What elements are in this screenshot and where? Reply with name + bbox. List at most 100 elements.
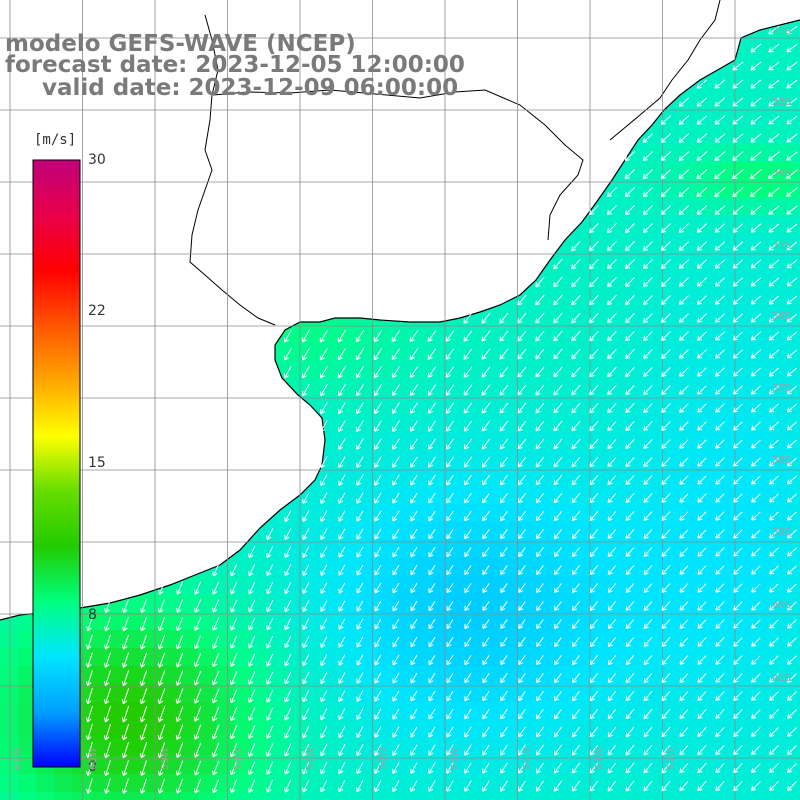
wind-arrow	[374, 726, 382, 738]
wind-cell	[162, 720, 181, 739]
wind-arrow	[571, 762, 581, 774]
wind-cell	[108, 738, 127, 757]
wind-arrow	[428, 474, 436, 486]
wind-cell	[612, 630, 631, 649]
wind-arrow	[356, 672, 364, 684]
wind-arrow	[697, 780, 707, 792]
wind-cell	[324, 720, 343, 739]
wind-cell	[684, 792, 703, 800]
wind-arrow	[500, 690, 508, 702]
wind-arrow	[786, 349, 798, 359]
wind-cell	[270, 792, 289, 800]
wind-arrow	[301, 347, 310, 361]
wind-arrow	[283, 329, 292, 343]
wind-cell	[432, 342, 451, 361]
wind-arrow	[499, 438, 509, 450]
wind-arrow	[175, 760, 184, 776]
wind-arrow	[464, 762, 472, 774]
wind-cell	[450, 702, 469, 721]
wind-cell	[36, 774, 55, 793]
wind-cell	[90, 792, 109, 800]
lon-label: 55W	[450, 747, 461, 770]
wind-arrow	[428, 546, 436, 558]
wind-arrow	[193, 652, 202, 668]
wind-arrow	[625, 367, 635, 378]
wind-arrow	[715, 637, 725, 647]
wind-arrow	[697, 691, 707, 702]
wind-cell	[126, 792, 145, 800]
wind-arrow	[535, 402, 545, 414]
wind-arrow	[175, 688, 184, 704]
wind-cell	[396, 414, 415, 433]
wind-arrow	[715, 673, 725, 683]
wind-arrow	[481, 366, 491, 378]
wind-arrow	[696, 205, 708, 215]
wind-arrow	[446, 654, 454, 666]
wind-cell	[612, 702, 631, 721]
wind-arrow	[660, 115, 672, 125]
wind-arrow	[284, 618, 292, 631]
wind-arrow	[786, 79, 798, 89]
wind-arrow	[553, 565, 562, 576]
wind-arrow	[464, 528, 472, 540]
wind-arrow	[553, 762, 563, 774]
wind-cell	[666, 666, 685, 685]
wind-cell	[18, 648, 37, 667]
wind-arrow	[481, 330, 491, 342]
lon-label: 58W	[233, 747, 244, 770]
wind-arrow	[607, 619, 617, 630]
wind-cell	[126, 756, 145, 775]
wind-arrow	[607, 258, 617, 270]
wind-cell	[0, 702, 19, 721]
wind-arrow	[409, 420, 418, 432]
wind-cell	[342, 468, 361, 487]
wind-arrow	[589, 276, 599, 288]
wind-arrow	[678, 277, 689, 287]
wind-arrow	[733, 421, 743, 431]
wind-arrow	[768, 313, 780, 323]
wind-cell	[0, 720, 19, 739]
wind-cell	[342, 648, 361, 667]
colorbar-gradient	[32, 159, 81, 768]
wind-arrow	[679, 403, 689, 413]
wind-arrow	[410, 492, 418, 504]
wind-arrow	[409, 348, 419, 360]
wind-arrow	[661, 457, 671, 467]
colorbar-tick: 15	[88, 455, 106, 471]
wind-arrow	[320, 708, 328, 721]
wind-arrow	[697, 475, 707, 485]
wind-cell	[432, 522, 451, 541]
wind-cell	[468, 414, 487, 433]
wind-cell	[198, 738, 217, 757]
wind-arrow	[481, 438, 491, 450]
wind-arrow	[158, 599, 166, 614]
wind-arrow	[536, 637, 544, 648]
wind-arrow	[553, 780, 563, 792]
wind-arrow	[338, 492, 346, 504]
wind-arrow	[338, 726, 346, 739]
wind-cell	[342, 486, 361, 505]
wind-cell	[738, 162, 757, 181]
wind-cell	[198, 666, 217, 685]
wind-cell	[486, 486, 505, 505]
wind-arrow	[464, 619, 472, 630]
wind-arrow	[266, 779, 274, 793]
wind-arrow	[643, 601, 653, 611]
wind-arrow	[373, 366, 383, 379]
wind-cell	[450, 612, 469, 631]
wind-arrow	[571, 708, 581, 720]
wind-arrow	[606, 204, 617, 216]
wind-cell	[540, 468, 559, 487]
wind-arrow	[553, 474, 563, 486]
wind-arrow	[248, 581, 256, 595]
wind-arrow	[679, 493, 689, 503]
wind-arrow	[553, 529, 563, 540]
wind-arrow	[500, 529, 508, 540]
wind-arrow	[786, 25, 798, 35]
wind-arrow	[643, 349, 653, 360]
wind-cell	[450, 648, 469, 667]
wind-cell	[414, 774, 433, 793]
wind-arrow	[392, 582, 400, 594]
wind-cell	[180, 792, 199, 800]
wind-arrow	[768, 331, 780, 341]
